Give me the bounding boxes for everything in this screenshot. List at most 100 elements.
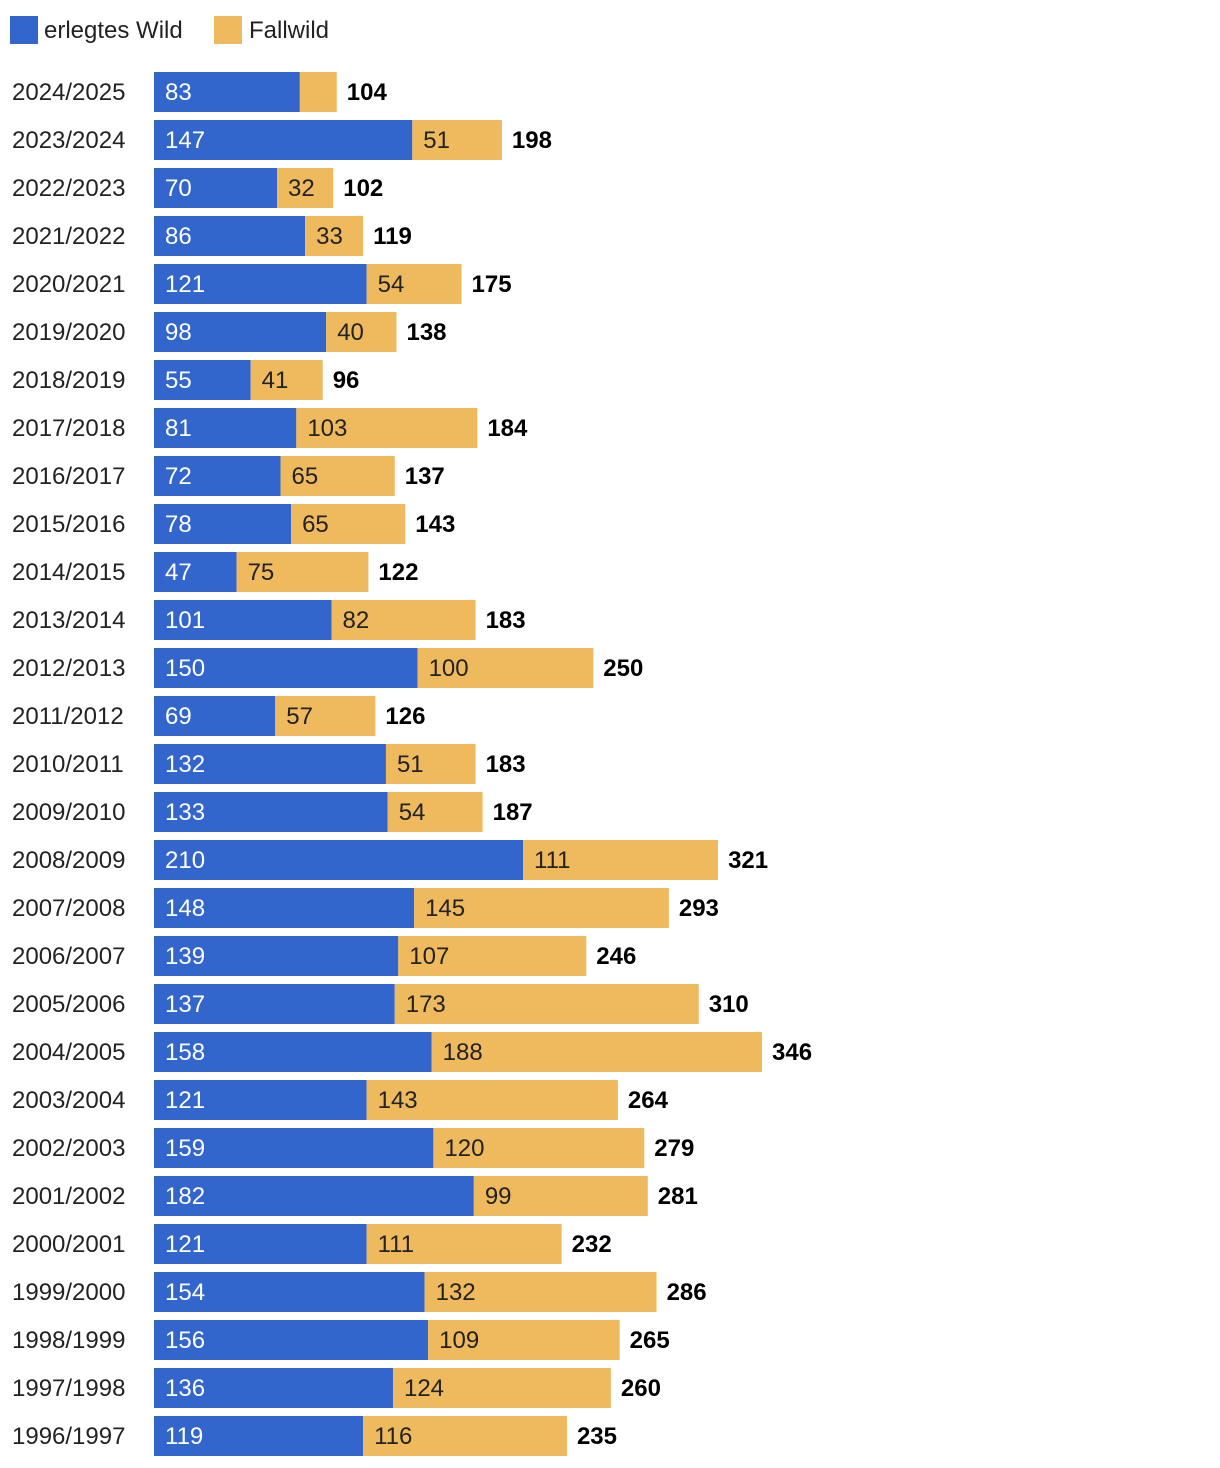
- bar-segment-erlegtes-wild: [154, 840, 524, 880]
- segment-value-erlegtes-wild: 136: [165, 1375, 205, 1402]
- category-label: 2006/2007: [12, 943, 125, 970]
- bar-segment-fallwild: [280, 456, 395, 496]
- segment-value-fallwild: 116: [374, 1423, 412, 1450]
- category-label: 2014/2015: [12, 559, 125, 586]
- segment-value-erlegtes-wild: 148: [165, 895, 205, 922]
- bar-segment-erlegtes-wild: [154, 1080, 367, 1120]
- bar-segment-erlegtes-wild: [154, 72, 300, 112]
- category-label: 2009/2010: [12, 799, 125, 826]
- total-value: 183: [486, 607, 526, 634]
- bar-segment-fallwild: [428, 1320, 620, 1360]
- segment-value-erlegtes-wild: 182: [165, 1183, 205, 1210]
- bar-segment-fallwild: [363, 1416, 567, 1456]
- total-value: 232: [572, 1231, 612, 1258]
- total-value: 198: [512, 127, 552, 154]
- segment-value-erlegtes-wild: 121: [165, 271, 205, 298]
- bar-segment-fallwild: [392, 1368, 611, 1408]
- legend: erlegtes Wild Fallwild: [10, 16, 329, 44]
- bar-row-2011-2012: 2011/2012 69 57 126: [12, 696, 425, 736]
- bar-segment-erlegtes-wild: [154, 408, 297, 448]
- total-value: 321: [728, 847, 768, 874]
- total-value: 104: [347, 79, 388, 106]
- segment-value-erlegtes-wild: 101: [165, 607, 205, 634]
- segment-value-fallwild: 57: [286, 703, 313, 730]
- bar-segment-fallwild: [366, 264, 462, 304]
- bar-row-2002-2003: 2002/2003 159 120 279: [12, 1128, 694, 1168]
- category-label: 2011/2012: [12, 703, 124, 730]
- total-value: 246: [596, 943, 636, 970]
- category-label: 2012/2013: [12, 655, 125, 682]
- bar-segment-erlegtes-wild: [154, 1272, 425, 1312]
- bar-segment-fallwild: [296, 408, 478, 448]
- segment-value-erlegtes-wild: 121: [165, 1231, 205, 1258]
- bar-row-2010-2011: 2010/2011 132 51 183: [12, 744, 526, 784]
- total-value: 187: [493, 799, 533, 826]
- bar-row-2023-2024: 2023/2024 147 51 198: [12, 120, 552, 160]
- category-label: 2020/2021: [12, 271, 125, 298]
- bar-segment-fallwild: [398, 936, 587, 976]
- total-value: 310: [709, 991, 749, 1018]
- segment-value-fallwild: 145: [425, 895, 465, 922]
- bar-segment-erlegtes-wild: [154, 1128, 434, 1168]
- segment-value-fallwild: 32: [288, 175, 315, 202]
- bar-segment-fallwild: [394, 984, 699, 1024]
- bar-segment-erlegtes-wild: [154, 312, 327, 352]
- bar-segment-erlegtes-wild: [154, 1368, 393, 1408]
- bar-row-2021-2022: 2021/2022 86 33 119: [12, 216, 412, 256]
- segment-value-fallwild: 132: [436, 1279, 476, 1306]
- segment-value-erlegtes-wild: 156: [165, 1327, 205, 1354]
- category-label: 2005/2006: [12, 991, 125, 1018]
- segment-value-fallwild: 143: [378, 1087, 418, 1114]
- segment-value-fallwild: 51: [397, 751, 424, 778]
- legend-label-erlegtes-wild: erlegtes Wild: [44, 17, 183, 44]
- total-value: 143: [415, 511, 455, 538]
- total-value: 286: [667, 1279, 707, 1306]
- bar-row-2005-2006: 2005/2006 137 173 310: [12, 984, 749, 1024]
- bar-row-2006-2007: 2006/2007 139 107 246: [12, 936, 636, 976]
- category-label: 2003/2004: [12, 1087, 125, 1114]
- total-value: 250: [603, 655, 643, 682]
- category-label: 2010/2011: [12, 751, 124, 778]
- legend-swatch-erlegtes-wild: [10, 16, 38, 44]
- bar-row-2008-2009: 2008/2009 210 111 321: [12, 840, 768, 880]
- segment-value-fallwild: 54: [378, 271, 405, 298]
- bar-row-2013-2014: 2013/2014 101 82 183: [12, 600, 526, 640]
- segment-value-fallwild: 109: [439, 1327, 479, 1354]
- bar-segment-fallwild: [299, 72, 337, 112]
- bar-row-2001-2002: 2001/2002 182 99 281: [12, 1176, 698, 1216]
- segment-value-erlegtes-wild: 158: [165, 1039, 205, 1066]
- bar-row-2024-2025: 2024/2025 83 104: [12, 72, 387, 112]
- segment-value-erlegtes-wild: 154: [165, 1279, 205, 1306]
- category-label: 2002/2003: [12, 1135, 125, 1162]
- bar-row-2014-2015: 2014/2015 47 75 122: [12, 552, 418, 592]
- segment-value-erlegtes-wild: 159: [165, 1135, 205, 1162]
- bar-segment-fallwild: [431, 1032, 762, 1072]
- segment-value-erlegtes-wild: 137: [165, 991, 205, 1018]
- bar-row-1998-1999: 1998/1999 156 109 265: [12, 1320, 670, 1360]
- bar-segment-fallwild: [277, 168, 334, 208]
- bar-row-1999-2000: 1999/2000 154 132 286: [12, 1272, 707, 1312]
- bar-segment-fallwild: [414, 888, 669, 928]
- category-label: 1996/1997: [12, 1423, 125, 1450]
- bar-row-2004-2005: 2004/2005 158 188 346: [12, 1032, 812, 1072]
- bar-row-2018-2019: 2018/2019 55 41 96: [12, 360, 359, 400]
- total-value: 346: [772, 1039, 812, 1066]
- segment-value-fallwild: 124: [404, 1375, 444, 1402]
- bar-segment-fallwild: [417, 648, 594, 688]
- category-label: 2001/2002: [12, 1183, 125, 1210]
- legend-label-fallwild: Fallwild: [249, 17, 329, 44]
- segment-value-erlegtes-wild: 210: [165, 847, 205, 874]
- segment-value-fallwild: 107: [409, 943, 449, 970]
- segment-value-erlegtes-wild: 150: [165, 655, 205, 682]
- bar-segment-fallwild: [275, 696, 376, 736]
- total-value: 96: [333, 367, 360, 394]
- bar-segment-erlegtes-wild: [154, 120, 413, 160]
- bar-row-2020-2021: 2020/2021 121 54 175: [12, 264, 512, 304]
- bar-segment-fallwild: [424, 1272, 657, 1312]
- total-value: 102: [343, 175, 383, 202]
- total-value: 184: [487, 415, 528, 442]
- bar-segment-erlegtes-wild: [154, 1416, 364, 1456]
- segment-value-fallwild: 173: [406, 991, 446, 1018]
- segment-value-erlegtes-wild: 119: [165, 1423, 203, 1450]
